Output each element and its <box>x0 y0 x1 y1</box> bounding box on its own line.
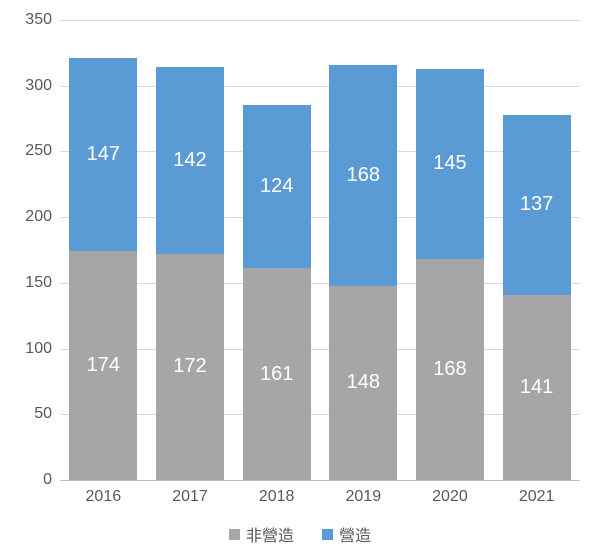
bar-column: 137141 <box>503 115 571 480</box>
bar-segment-construction: 142 <box>156 67 224 254</box>
y-axis-label: 150 <box>25 274 60 292</box>
bar-segment-construction: 137 <box>503 115 571 295</box>
bar-column: 142172 <box>156 67 224 480</box>
legend: 非營造 營造 <box>0 522 600 546</box>
bar-segment-construction: 124 <box>243 105 311 268</box>
y-axis-label: 300 <box>25 77 60 95</box>
y-axis-label: 50 <box>34 405 60 423</box>
y-axis-label: 250 <box>25 142 60 160</box>
legend-swatch-icon <box>229 529 240 540</box>
x-axis-label: 2021 <box>503 488 571 506</box>
bar-segment-construction: 145 <box>416 69 484 260</box>
y-axis-label: 0 <box>43 471 60 489</box>
bar-segment-non_construction: 148 <box>329 286 397 481</box>
bars-container: 147174142172124161168148145168137141 <box>60 20 580 480</box>
bar-segment-non_construction: 172 <box>156 254 224 480</box>
bar-segment-non_construction: 141 <box>503 295 571 480</box>
legend-swatch-icon <box>322 529 333 540</box>
x-axis-label: 2018 <box>243 488 311 506</box>
legend-item-construction: 營造 <box>322 522 371 546</box>
x-axis-labels: 2016 2017 2018 2019 2020 2021 <box>60 488 580 506</box>
bar-segment-construction: 147 <box>69 58 137 251</box>
legend-item-non_construction: 非營造 <box>229 522 294 546</box>
bar-segment-construction: 168 <box>329 65 397 286</box>
y-axis-label: 100 <box>25 340 60 358</box>
bar-column: 168148 <box>329 65 397 480</box>
y-axis-label: 200 <box>25 208 60 226</box>
x-axis-label: 2017 <box>156 488 224 506</box>
legend-label: 非營造 <box>246 522 294 546</box>
plot-area: 0501001502002503003501471741421721241611… <box>60 20 580 481</box>
x-axis-label: 2016 <box>69 488 137 506</box>
bar-segment-non_construction: 174 <box>69 251 137 480</box>
bar-segment-non_construction: 168 <box>416 259 484 480</box>
bar-segment-non_construction: 161 <box>243 268 311 480</box>
stacked-bar-chart: 0501001502002503003501471741421721241611… <box>0 0 600 560</box>
y-axis-label: 350 <box>25 11 60 29</box>
x-axis-label: 2019 <box>329 488 397 506</box>
x-axis-label: 2020 <box>416 488 484 506</box>
legend-label: 營造 <box>339 522 371 546</box>
bar-column: 147174 <box>69 58 137 480</box>
bar-column: 145168 <box>416 69 484 480</box>
bar-column: 124161 <box>243 105 311 480</box>
